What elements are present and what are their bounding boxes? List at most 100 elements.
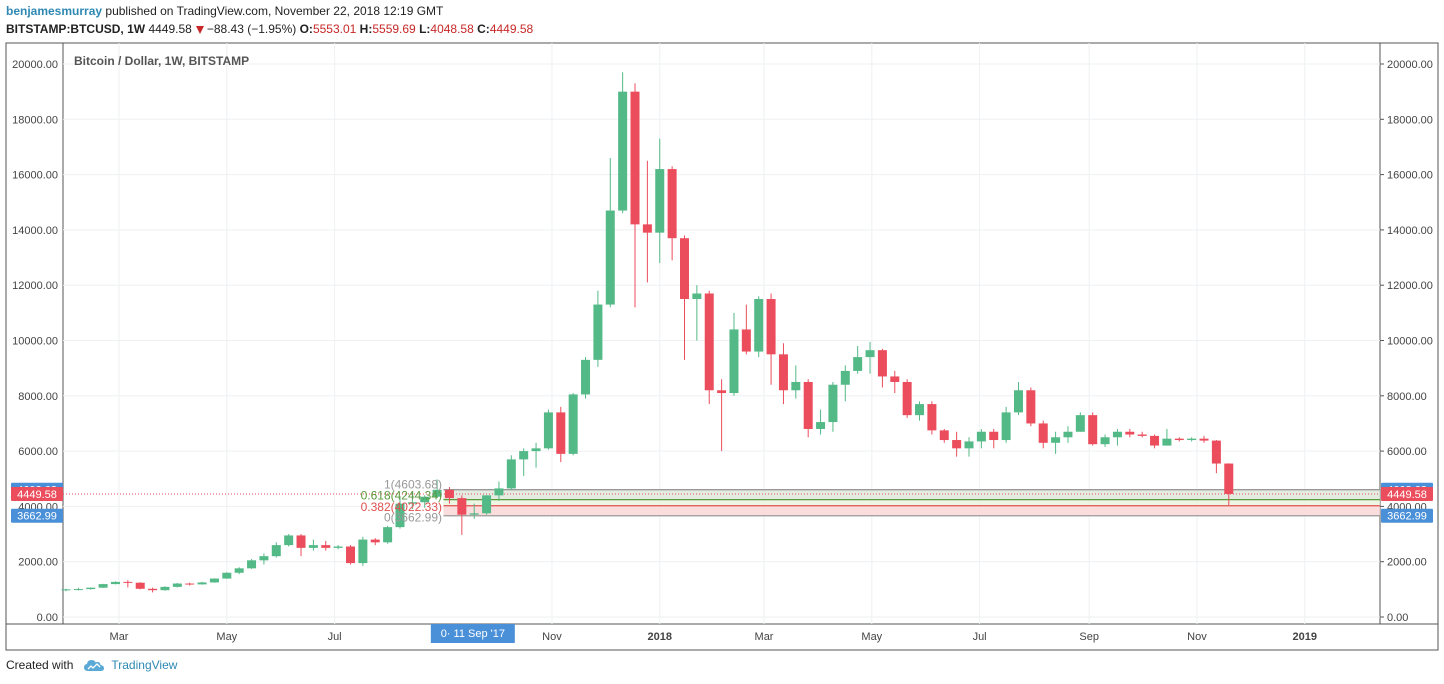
left-price-tag xyxy=(11,508,63,523)
cursor-date-tag xyxy=(430,624,515,643)
candle-up xyxy=(605,210,615,305)
candle-up xyxy=(655,169,665,233)
y-tick-label-left: 18000.00 xyxy=(12,114,58,126)
candle-up xyxy=(1075,415,1085,432)
x-tick-label: Mar xyxy=(110,631,129,643)
candle-up xyxy=(1001,412,1011,441)
candle-down xyxy=(444,489,454,499)
candle-down xyxy=(185,583,195,585)
candle-up xyxy=(593,304,603,360)
candle-up xyxy=(976,431,986,442)
candle-up xyxy=(964,441,974,449)
author-link[interactable]: benjamesmurray xyxy=(6,4,103,18)
publish-line: benjamesmurray published on TradingView.… xyxy=(6,4,443,18)
y-tick-label-right: 6000.00 xyxy=(1387,446,1427,458)
y-tick-label-left: 2000.00 xyxy=(18,557,58,569)
candle-up xyxy=(160,586,170,591)
candle-up xyxy=(1162,438,1172,446)
fib-zone-upper xyxy=(443,489,1380,500)
candle-up xyxy=(469,513,479,515)
y-tick-label-right: 16000.00 xyxy=(1387,170,1433,182)
candle-down xyxy=(1038,423,1048,443)
candle-up xyxy=(395,503,405,528)
candle-down xyxy=(148,588,158,591)
candle-down xyxy=(1199,438,1209,441)
candle-up xyxy=(209,578,219,583)
candle-up xyxy=(519,451,529,460)
candle-down xyxy=(902,381,912,416)
candle-down xyxy=(667,169,677,239)
candle-up xyxy=(494,488,504,496)
x-tick-label: Jul xyxy=(973,631,987,643)
high-value: 5559.69 xyxy=(372,22,416,36)
candle-up xyxy=(407,502,417,504)
chart-title: Bitcoin / Dollar, 1W, BITSTAMP xyxy=(74,54,249,68)
candle-down xyxy=(939,430,949,441)
y-tick-label-right: 10000.00 xyxy=(1387,336,1433,348)
y-tick-label-left: 10000.00 xyxy=(12,336,58,348)
candle-up xyxy=(568,394,578,454)
y-tick-label-left: 14000.00 xyxy=(12,225,58,237)
fib-zone-middle xyxy=(443,499,1380,506)
candle-down xyxy=(952,440,962,449)
candle-up xyxy=(791,381,801,391)
publish-info: published on TradingView.com, November 2… xyxy=(105,4,444,18)
left-price-tag-text: 3662.99 xyxy=(17,511,57,523)
x-tick-label: May xyxy=(216,631,237,643)
open-value: 5553.01 xyxy=(312,22,357,36)
tradingview-link[interactable]: TradingView xyxy=(111,658,178,672)
candle-up xyxy=(61,589,71,591)
candle-up xyxy=(618,91,628,211)
candle-down xyxy=(1224,463,1234,494)
candle-up xyxy=(915,404,925,416)
candle-up xyxy=(840,370,850,385)
candle-up xyxy=(98,584,108,588)
candle-up xyxy=(247,560,257,569)
candle-up xyxy=(358,539,368,564)
last-price: 4449.58 xyxy=(148,22,192,36)
y-tick-label-right: 0.00 xyxy=(1387,612,1408,624)
candle-up xyxy=(865,350,875,358)
candle-up xyxy=(1100,437,1110,445)
candle-down xyxy=(1088,415,1098,445)
candle-down xyxy=(630,91,640,225)
candle-up xyxy=(222,572,232,579)
x-tick-label: Mar xyxy=(755,631,774,643)
candle-up xyxy=(506,459,516,489)
candle-down xyxy=(1137,434,1147,436)
y-tick-label-left: 8000.00 xyxy=(18,391,58,403)
y-tick-label-left: 20000.00 xyxy=(12,59,58,71)
candle-up xyxy=(1051,437,1061,443)
candle-down xyxy=(741,329,751,352)
candle-down xyxy=(457,498,467,515)
candle-up xyxy=(1112,431,1122,438)
candle-up xyxy=(482,495,492,514)
close-value: 4449.58 xyxy=(489,22,534,36)
right-price-tag xyxy=(1381,486,1433,501)
candle-down xyxy=(803,381,813,429)
fib-level-label: 0(3662.99) xyxy=(384,511,442,525)
candle-up xyxy=(383,527,393,543)
candle-down xyxy=(704,293,714,391)
candle-up xyxy=(333,546,343,548)
candle-up xyxy=(420,496,430,503)
candle-up xyxy=(1013,390,1023,413)
candle-down xyxy=(321,545,331,548)
candle-down xyxy=(989,431,999,441)
candle-down xyxy=(135,582,145,589)
candle-down xyxy=(296,535,306,548)
x-tick-label: Jul xyxy=(328,631,342,643)
candle-up xyxy=(234,568,244,573)
right-price-tag-text: 4449.58 xyxy=(1387,489,1427,501)
candle-up xyxy=(73,589,83,591)
symbol-label: BITSTAMP:BTCUSD, 1W xyxy=(6,22,146,36)
candle-up xyxy=(172,583,182,587)
candle-up xyxy=(754,299,764,352)
candle-up xyxy=(729,329,739,394)
y-tick-label-right: 2000.00 xyxy=(1387,557,1427,569)
high-label: H: xyxy=(359,22,373,36)
candle-up xyxy=(284,535,294,546)
candle-up xyxy=(692,293,702,300)
candle-down xyxy=(1125,431,1135,435)
